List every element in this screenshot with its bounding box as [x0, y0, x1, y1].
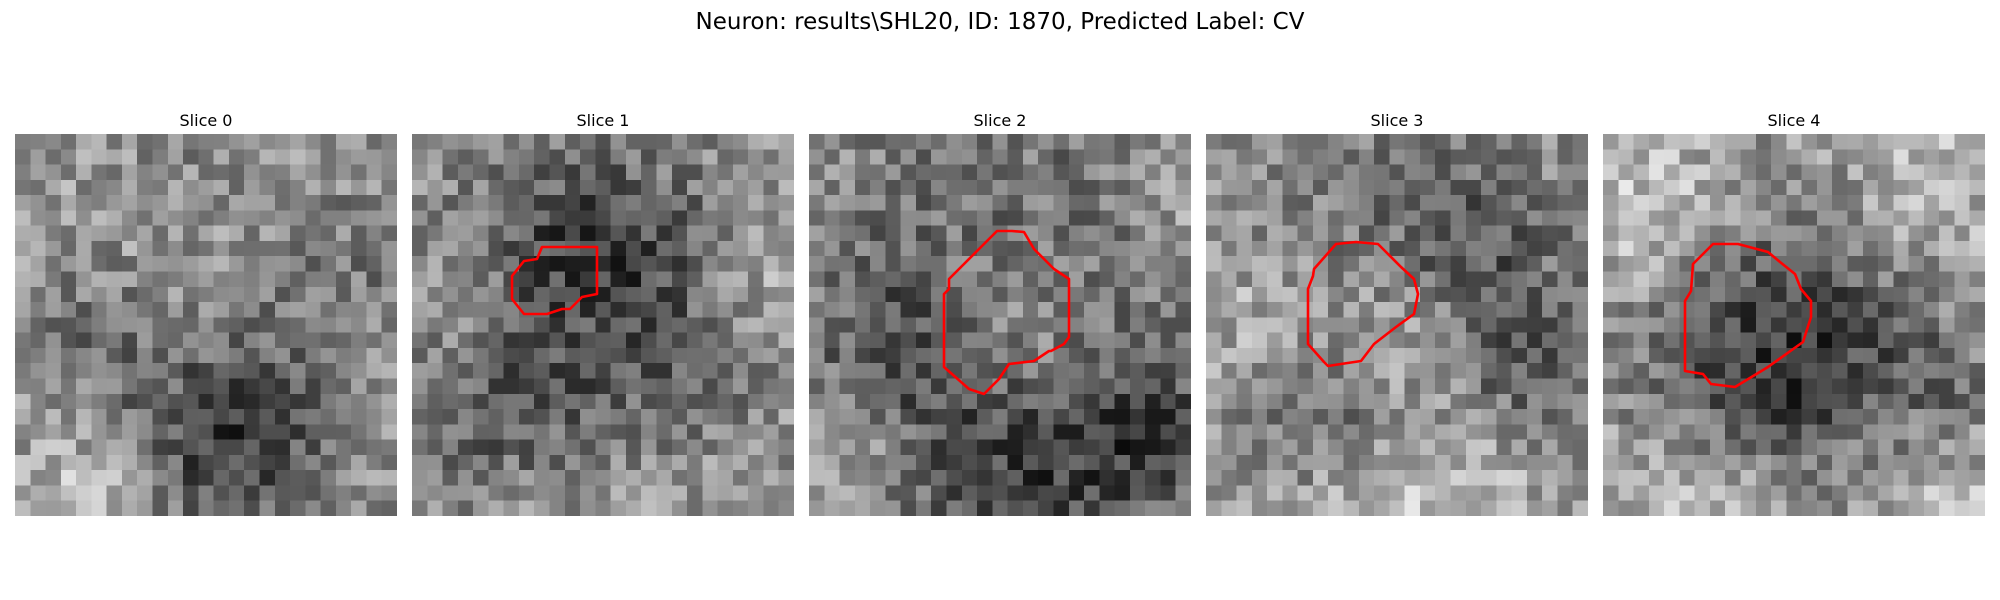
- slice-panel-0: Slice 0: [15, 108, 397, 516]
- slice-panel-2: Slice 2: [809, 108, 1191, 516]
- pixel-grid: [809, 134, 1191, 516]
- slice-title: Slice 2: [973, 111, 1027, 130]
- slice-image: [1603, 134, 1985, 516]
- pixel-grid: [412, 134, 794, 516]
- slice-title: Slice 3: [1370, 111, 1424, 130]
- slice-image: [412, 134, 794, 516]
- segmentation-contour: [1306, 240, 1420, 368]
- segmentation-contour: [510, 245, 599, 316]
- slice-title: Slice 4: [1767, 111, 1821, 130]
- segmentation-contour: [942, 229, 1071, 396]
- slice-panel-4: Slice 4: [1603, 108, 1985, 516]
- slice-image: [809, 134, 1191, 516]
- slice-image: [15, 134, 397, 516]
- segmentation-contour: [1683, 242, 1813, 389]
- pixel-grid: [1206, 134, 1588, 516]
- slice-title: Slice 0: [179, 111, 233, 130]
- slice-panel-1: Slice 1: [412, 108, 794, 516]
- figure-title: Neuron: results\SHL20, ID: 1870, Predict…: [695, 9, 1305, 35]
- pixel-grid: [1603, 134, 1985, 516]
- slice-title: Slice 1: [576, 111, 630, 130]
- slice-panel-3: Slice 3: [1206, 108, 1588, 516]
- slice-image: [1206, 134, 1588, 516]
- pixel-grid: [15, 134, 397, 516]
